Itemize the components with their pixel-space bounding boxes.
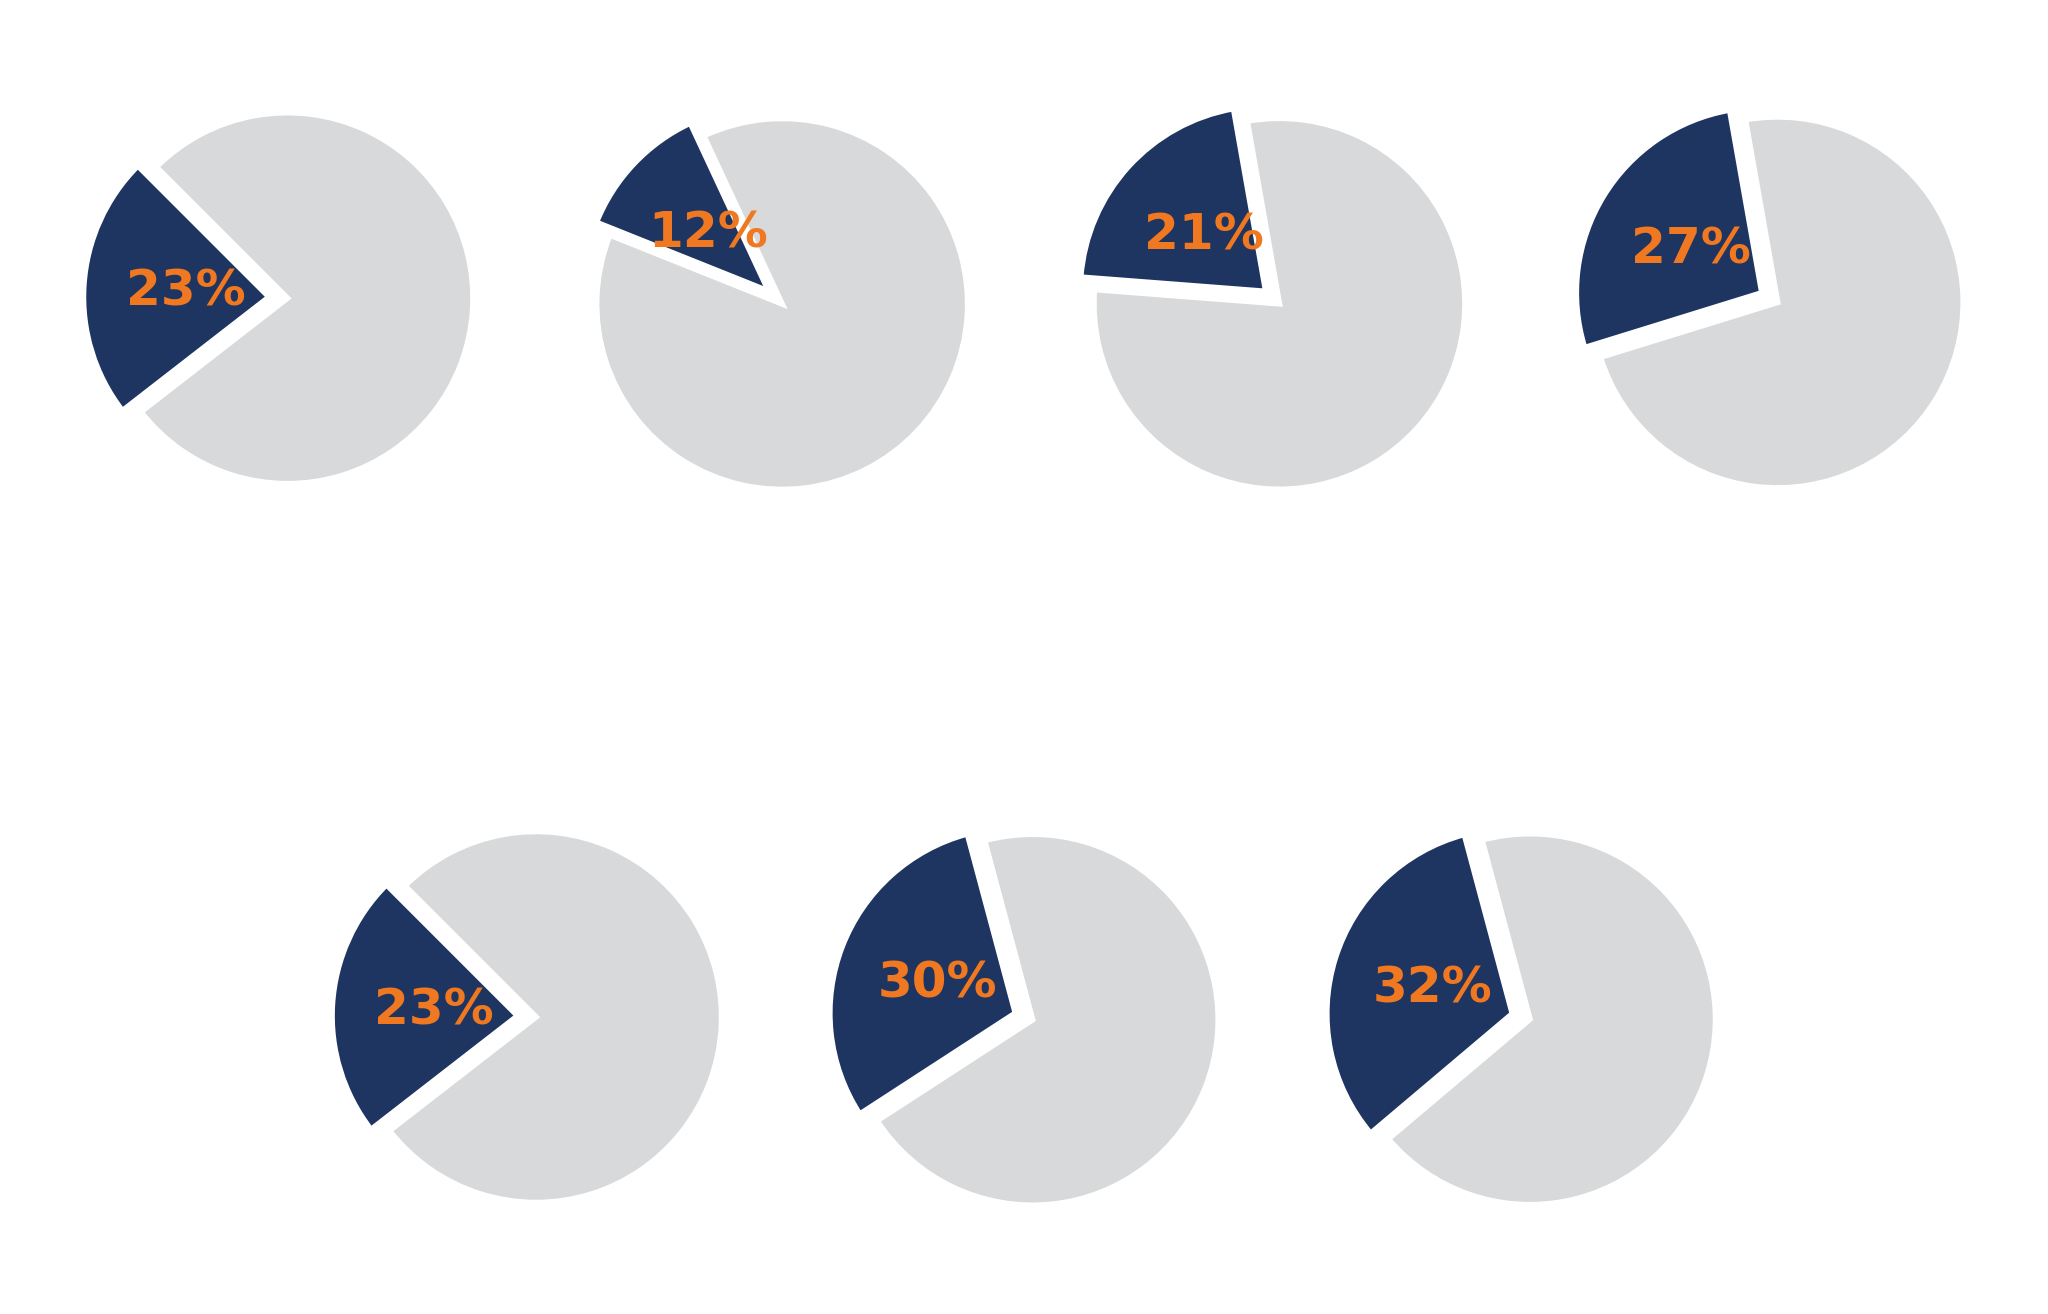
- Wedge shape: [1081, 109, 1266, 292]
- Wedge shape: [141, 113, 473, 484]
- Wedge shape: [1599, 117, 1964, 487]
- Text: 32%: 32%: [1372, 964, 1493, 1013]
- Text: 23%: 23%: [125, 268, 246, 315]
- Text: 27%: 27%: [1630, 225, 1751, 273]
- Text: 23%: 23%: [375, 987, 494, 1034]
- Wedge shape: [829, 834, 1016, 1114]
- Wedge shape: [1577, 110, 1761, 348]
- Wedge shape: [389, 832, 721, 1202]
- Wedge shape: [1327, 834, 1511, 1134]
- Text: 30%: 30%: [879, 959, 997, 1007]
- Wedge shape: [877, 834, 1219, 1205]
- Wedge shape: [596, 124, 768, 292]
- Wedge shape: [1389, 833, 1716, 1205]
- Wedge shape: [596, 118, 967, 489]
- Text: 21%: 21%: [1145, 212, 1264, 259]
- Wedge shape: [1094, 118, 1464, 489]
- Wedge shape: [84, 166, 268, 411]
- Text: 12%: 12%: [647, 210, 768, 258]
- Wedge shape: [332, 884, 518, 1130]
